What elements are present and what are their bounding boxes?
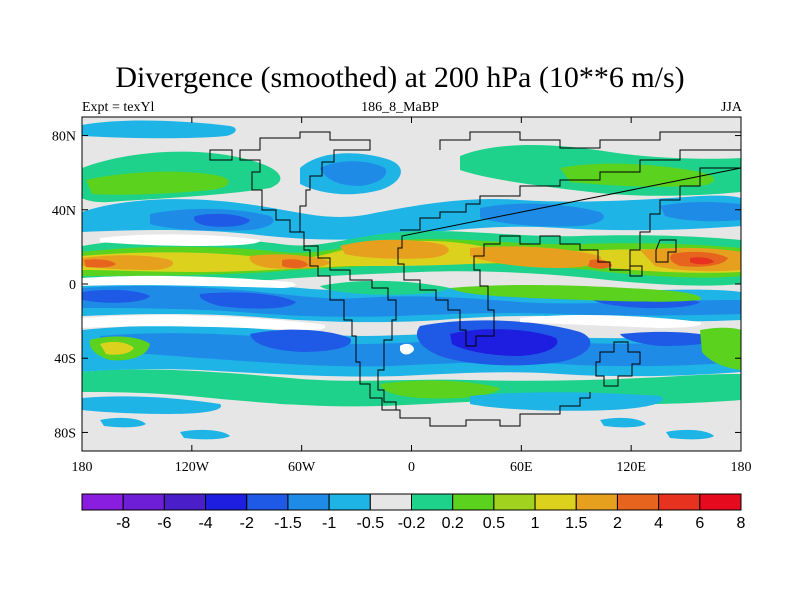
colorbar-label: -4 xyxy=(198,515,212,532)
contour-region xyxy=(690,257,714,265)
lon-tick-label: 120E xyxy=(616,460,646,475)
colorbar-swatch xyxy=(658,493,701,511)
axis-ticks: 180 120W 60W 0 60E 120E 180 80N 40N 0 40S 80S xyxy=(52,117,752,475)
colorbar-swatch xyxy=(163,493,207,511)
contour-field xyxy=(82,117,741,451)
colorbar-label: 0.5 xyxy=(483,515,505,532)
contour-region xyxy=(700,327,741,370)
contour-region xyxy=(470,392,663,411)
contour-region xyxy=(84,259,116,268)
colorbar-label: -2 xyxy=(240,515,254,532)
contour-region xyxy=(400,343,414,355)
colorbar-swatch xyxy=(699,493,742,511)
colorbar-label: 2 xyxy=(613,515,622,532)
map-title: Divergence (smoothed) at 200 hPa (10**6 … xyxy=(115,61,685,94)
lon-tick-label: 180 xyxy=(72,460,93,475)
contour-region xyxy=(100,341,134,355)
contour-region xyxy=(82,120,236,139)
contour-region xyxy=(180,429,230,440)
lat-tick-label: 80N xyxy=(52,130,76,145)
contour-region xyxy=(250,329,352,352)
contour-region xyxy=(86,171,229,195)
contour-region xyxy=(100,234,261,246)
colorbar-label: 1.5 xyxy=(565,515,587,532)
contour-region xyxy=(480,203,604,227)
contour-region xyxy=(620,331,720,346)
colorbar-label: 8 xyxy=(737,515,746,532)
lat-tick-label: 80S xyxy=(54,426,76,441)
contour-region xyxy=(82,315,326,330)
lon-tick-label: 60E xyxy=(510,460,533,475)
contour-region xyxy=(194,213,250,227)
lon-tick-label: 180 xyxy=(731,460,752,475)
experiment-label: Expt = texYl xyxy=(82,100,155,115)
colorbar-label: 6 xyxy=(695,515,704,532)
colorbar-label: -0.5 xyxy=(357,515,385,532)
colorbar-label: 1 xyxy=(531,515,540,532)
contour-region xyxy=(320,161,387,186)
colorbar-swatch xyxy=(575,493,618,511)
contour-region xyxy=(380,380,500,399)
lat-tick-label: 0 xyxy=(69,278,76,293)
contour-region xyxy=(282,259,308,269)
lon-tick-label: 120W xyxy=(175,460,210,475)
colorbar-label: 4 xyxy=(654,515,663,532)
colorbar: -8 -6 -4 -2 -1.5 -1 -0.5 -0.2 0.2 0.5 1 1.5 2 4 6 8 xyxy=(81,493,746,532)
case-label: 186_8_MaBP xyxy=(361,100,439,115)
contour-region xyxy=(470,246,602,268)
colorbar-label: -8 xyxy=(116,515,130,532)
lon-tick-label: 0 xyxy=(408,460,415,475)
season-label: JJA xyxy=(720,100,742,115)
colorbar-swatch xyxy=(122,493,165,511)
contour-region xyxy=(199,292,296,309)
contour-region xyxy=(100,417,146,428)
colorbar-swatch xyxy=(205,493,248,511)
colorbar-label: -6 xyxy=(157,515,171,532)
colorbar-swatch xyxy=(328,493,371,511)
coastline-asia-islands xyxy=(629,239,677,277)
contour-region xyxy=(520,315,702,328)
coastlines xyxy=(209,131,741,427)
colorbar-swatch xyxy=(411,493,454,511)
contour-region xyxy=(340,239,449,259)
colorbar-label: -1 xyxy=(322,515,336,532)
colorbar-swatch xyxy=(369,493,412,511)
contour-region xyxy=(82,396,222,414)
lon-tick-label: 60W xyxy=(288,460,316,475)
contour-region xyxy=(240,381,360,405)
coastline-americas xyxy=(209,131,397,411)
colorbar-swatch xyxy=(493,493,536,511)
colorbar-swatch xyxy=(287,493,330,511)
colorbar-swatch xyxy=(246,493,289,511)
colorbar-swatch xyxy=(534,493,577,511)
coastline-australia xyxy=(595,341,641,387)
contour-region xyxy=(660,202,741,222)
colorbar-swatch xyxy=(452,493,495,511)
coastline-africa-eurasia xyxy=(397,149,741,347)
coastline-antarctica xyxy=(382,392,591,427)
contour-region xyxy=(450,284,701,302)
colorbar-label: -1.5 xyxy=(274,515,302,532)
lat-tick-label: 40S xyxy=(54,352,76,367)
colorbar-label: -0.2 xyxy=(398,515,426,532)
colorbar-swatch xyxy=(81,493,124,511)
contour-region xyxy=(82,289,150,303)
contour-region xyxy=(600,417,646,428)
coastline-north xyxy=(439,131,741,150)
contour-region xyxy=(82,275,296,288)
colorbar-label: 0.2 xyxy=(442,515,464,532)
contour-region xyxy=(666,429,714,440)
lat-tick-label: 40N xyxy=(52,204,76,219)
colorbar-swatch xyxy=(616,493,660,511)
